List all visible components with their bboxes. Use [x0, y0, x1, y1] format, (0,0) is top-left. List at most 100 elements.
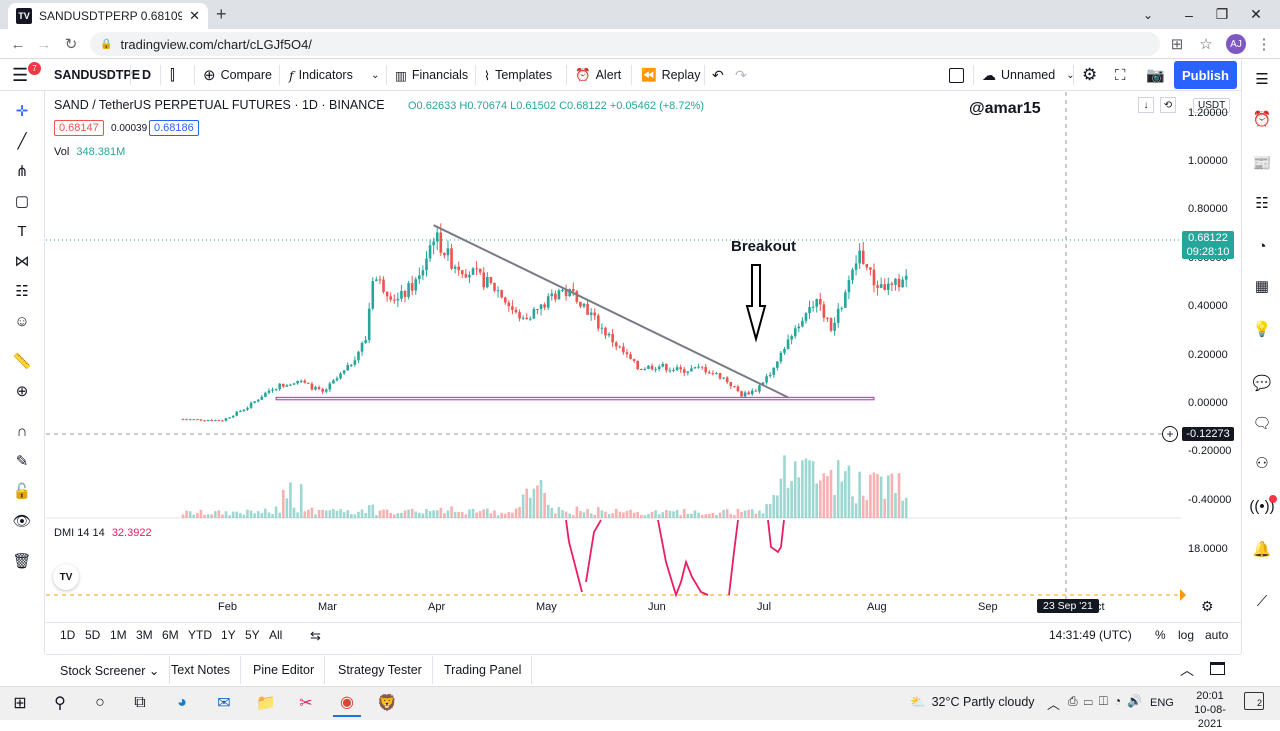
- fullscreen-icon[interactable]: ⛶: [1115, 66, 1126, 84]
- utc-clock[interactable]: 14:31:49 (UTC): [1049, 628, 1132, 642]
- chevron-up-icon[interactable]: ︿: [1180, 662, 1194, 678]
- chrome-icon[interactable]: ◉: [333, 689, 361, 717]
- minimize-icon[interactable]: –: [1185, 6, 1193, 23]
- layout-name-button[interactable]: ☁ Unnamed ⌄: [982, 59, 1075, 91]
- auto-toggle[interactable]: auto: [1205, 628, 1229, 642]
- symbol-search-button[interactable]: SANDUSDTPE: [54, 68, 141, 82]
- forward-icon[interactable]: →: [36, 35, 52, 53]
- interval-button[interactable]: D: [142, 68, 152, 82]
- panel-tab-trading-panel[interactable]: Trading Panel: [434, 656, 533, 684]
- alerts-clock-icon[interactable]: ⏰: [1252, 111, 1272, 128]
- symbol-legend[interactable]: SAND / TetherUS PERPETUAL FUTURES · 1D ·…: [54, 98, 385, 112]
- camera-icon[interactable]: 📷: [1146, 67, 1165, 84]
- browser-tab[interactable]: TV SANDUSDTPERP 0.68109 ▲ +8.7 ✕: [8, 3, 208, 29]
- trash-icon[interactable]: 🗑: [12, 553, 32, 570]
- extensions-icon[interactable]: ⊞: [1170, 36, 1184, 53]
- clock[interactable]: 20:01 10-08-2021: [1186, 689, 1234, 731]
- weather-widget[interactable]: ⛅ 32°C Partly cloudy: [910, 695, 1035, 710]
- cortana-icon[interactable]: ○: [95, 694, 105, 711]
- text-tool-icon[interactable]: T: [17, 222, 27, 240]
- settings-gear-icon[interactable]: ⚙: [1082, 65, 1098, 84]
- reload-icon[interactable]: ↻: [64, 36, 78, 53]
- range-button-ytd[interactable]: YTD: [188, 628, 212, 642]
- action-center-icon[interactable]: 2: [1244, 692, 1264, 710]
- file-explorer-icon[interactable]: 📁: [256, 695, 276, 712]
- percent-toggle[interactable]: %: [1155, 628, 1166, 642]
- compare-button[interactable]: ⊕ Compare: [203, 59, 272, 91]
- chevron-down-icon[interactable]: ⌄: [371, 69, 380, 81]
- alert-button[interactable]: ⏰ Alert: [575, 59, 621, 91]
- ask-price-box[interactable]: 0.68186: [149, 120, 199, 136]
- mail-icon[interactable]: ✉: [217, 695, 231, 712]
- private-chat-icon[interactable]: 🗨: [1252, 415, 1272, 432]
- chats-icon[interactable]: 💬: [1252, 375, 1272, 392]
- financials-button[interactable]: ▥ Financials: [395, 59, 468, 91]
- maximize-icon[interactable]: ❐: [1215, 6, 1229, 22]
- bid-price-box[interactable]: 0.68147: [54, 120, 104, 136]
- news-icon[interactable]: 📰: [1252, 155, 1272, 172]
- back-icon[interactable]: ←: [10, 35, 26, 53]
- data-window-icon[interactable]: ☷: [1255, 195, 1269, 212]
- scale-settings-gear-icon[interactable]: ⚙: [1201, 598, 1214, 614]
- range-button-all[interactable]: All: [269, 628, 283, 642]
- rectangle-icon[interactable]: ▢: [14, 193, 30, 210]
- hotlist-icon[interactable]: ◔: [1257, 237, 1267, 255]
- windows-start-icon[interactable]: ⊞: [13, 695, 27, 712]
- undo-icon[interactable]: ↶: [712, 66, 724, 83]
- notifications-bell-icon[interactable]: 🔔: [1252, 541, 1272, 558]
- tray-icons[interactable]: ⎙▭◫◔🔊: [1068, 694, 1149, 708]
- panel-tab-text-notes[interactable]: Text Notes: [161, 656, 242, 684]
- templates-button[interactable]: ⌇ Templates: [484, 59, 552, 91]
- redo-icon[interactable]: ↷: [735, 66, 747, 83]
- menu-icon[interactable]: ☰: [12, 64, 29, 85]
- eye-icon[interactable]: 👁: [12, 513, 32, 530]
- range-button-3m[interactable]: 3M: [136, 628, 153, 642]
- snip-tool-icon[interactable]: ✂: [299, 695, 313, 712]
- close-window-icon[interactable]: ✕: [1250, 6, 1262, 22]
- pitchfork-icon[interactable]: ⋔: [15, 163, 29, 180]
- range-button-1y[interactable]: 1Y: [221, 628, 236, 642]
- calendar-icon[interactable]: ▦: [1254, 278, 1270, 295]
- price-chart[interactable]: [46, 92, 1241, 622]
- prediction-icon[interactable]: ☷: [15, 283, 29, 300]
- input-language[interactable]: ENG: [1150, 697, 1174, 709]
- crosshair-plus-icon[interactable]: +: [1162, 426, 1178, 442]
- panel-tab-stock-screener[interactable]: Stock Screener ⌄: [50, 656, 171, 684]
- lock-drawing-icon[interactable]: ✎: [15, 453, 29, 470]
- currency-badge[interactable]: USDT: [1193, 98, 1231, 113]
- publish-button[interactable]: Publish: [1174, 61, 1237, 89]
- download-icon[interactable]: ↓: [1138, 97, 1154, 113]
- panel-tab-pine-editor[interactable]: Pine Editor: [243, 656, 326, 684]
- new-tab-icon[interactable]: +: [216, 4, 227, 24]
- indicators-button[interactable]: f Indicators: [289, 59, 353, 91]
- zoom-icon[interactable]: ⊕: [15, 383, 29, 400]
- lock-icon[interactable]: 🔓: [12, 483, 32, 500]
- tab-search-icon[interactable]: ⌄: [1142, 7, 1154, 22]
- help-icon[interactable]: ⚇: [1255, 455, 1269, 472]
- search-icon[interactable]: ⚲: [54, 695, 66, 712]
- browser-menu-icon[interactable]: ⋮: [1256, 36, 1272, 53]
- panel-window-icon[interactable]: [1210, 662, 1225, 675]
- range-button-5d[interactable]: 5D: [85, 628, 101, 642]
- range-button-5y[interactable]: 5Y: [245, 628, 260, 642]
- profile-avatar[interactable]: AJ: [1226, 34, 1246, 54]
- streams-icon[interactable]: ((•)): [1249, 497, 1275, 515]
- layout-select-icon[interactable]: [949, 59, 964, 91]
- url-field[interactable]: 🔒 tradingview.com/chart/cLGJf5O4/: [90, 32, 1160, 56]
- range-button-6m[interactable]: 6M: [162, 628, 179, 642]
- emoji-icon[interactable]: ☺: [14, 312, 30, 330]
- range-button-1m[interactable]: 1M: [110, 628, 127, 642]
- log-toggle[interactable]: log: [1178, 628, 1195, 642]
- ideas-bulb-icon[interactable]: 💡: [1252, 321, 1272, 338]
- panel-tab-strategy-tester[interactable]: Strategy Tester: [328, 656, 433, 684]
- goto-date-icon[interactable]: ⇆: [310, 628, 321, 643]
- maximize-pane-icon[interactable]: ⟲: [1160, 97, 1176, 113]
- tray-chevron-icon[interactable]: ︿: [1047, 697, 1061, 712]
- replay-button[interactable]: ⏪ Replay: [641, 59, 701, 91]
- magnet-icon[interactable]: ∩: [16, 422, 28, 440]
- close-tab-icon[interactable]: ✕: [189, 8, 200, 23]
- chart-type-icon[interactable]: ⫿: [170, 66, 175, 84]
- range-button-1d[interactable]: 1D: [60, 628, 76, 642]
- crosshair-icon[interactable]: ✛: [15, 103, 29, 120]
- trading-graph-icon[interactable]: ⟋: [1256, 592, 1268, 610]
